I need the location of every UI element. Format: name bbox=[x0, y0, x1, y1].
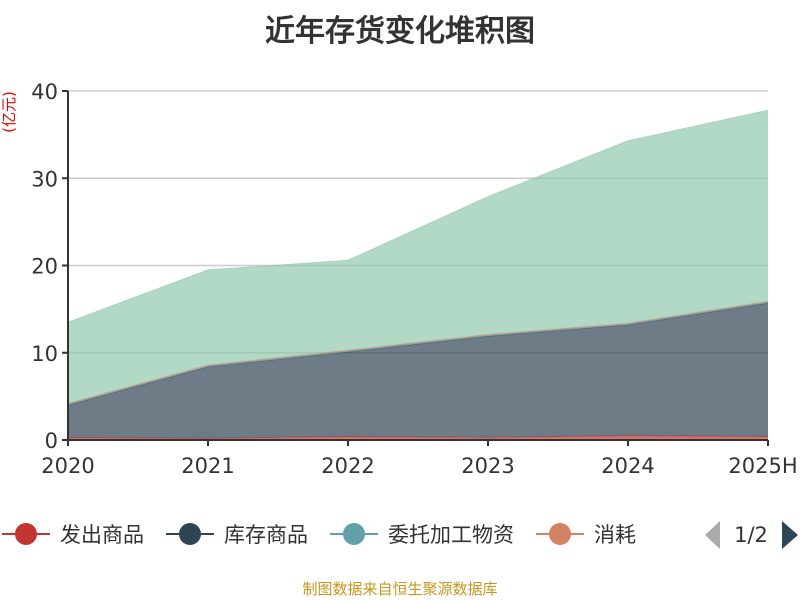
area-series-0 bbox=[68, 435, 768, 440]
legend-item-1[interactable]: 库存商品 bbox=[166, 523, 308, 547]
x-tick-label: 2024 bbox=[601, 454, 654, 478]
legend-circle-icon bbox=[343, 523, 365, 545]
legend-circle-icon bbox=[549, 523, 571, 545]
chart-title: 近年存货变化堆积图 bbox=[265, 14, 535, 49]
x-tick-label: 2020 bbox=[41, 454, 94, 478]
y-tick-label: 10 bbox=[31, 342, 58, 366]
x-tick-label: 2023 bbox=[461, 454, 514, 478]
legend-prev-page-icon[interactable] bbox=[705, 521, 720, 549]
legend-item-2[interactable]: 委托加工物资 bbox=[330, 523, 514, 547]
data-source-note: 制图数据来自恒生聚源数据库 bbox=[302, 580, 498, 598]
legend-page-indicator: 1/2 bbox=[734, 523, 768, 547]
legend-circle-icon bbox=[15, 523, 37, 545]
legend-item-0[interactable]: 发出商品 bbox=[2, 523, 144, 547]
area-series-4 bbox=[68, 110, 768, 404]
legend-next-page-icon[interactable] bbox=[782, 521, 798, 549]
y-tick-label: 30 bbox=[31, 167, 58, 191]
legend-item-3[interactable]: 消耗 bbox=[536, 523, 636, 547]
y-tick-label: 0 bbox=[45, 429, 58, 453]
y-tick-label: 40 bbox=[31, 80, 58, 104]
x-tick-label: 2022 bbox=[321, 454, 374, 478]
x-tick-label: 2021 bbox=[181, 454, 234, 478]
y-axis-label: (亿元) bbox=[0, 91, 18, 133]
area-series-1 bbox=[68, 303, 768, 439]
y-tick-label: 20 bbox=[31, 255, 58, 279]
x-tick-label: 2025H bbox=[728, 454, 797, 478]
legend-label: 发出商品 bbox=[60, 523, 144, 547]
legend-label: 消耗 bbox=[594, 523, 636, 547]
legend-circle-icon bbox=[179, 523, 201, 545]
legend-label: 库存商品 bbox=[224, 523, 308, 547]
series-line-4 bbox=[67, 109, 769, 323]
legend-label: 委托加工物资 bbox=[388, 523, 514, 547]
